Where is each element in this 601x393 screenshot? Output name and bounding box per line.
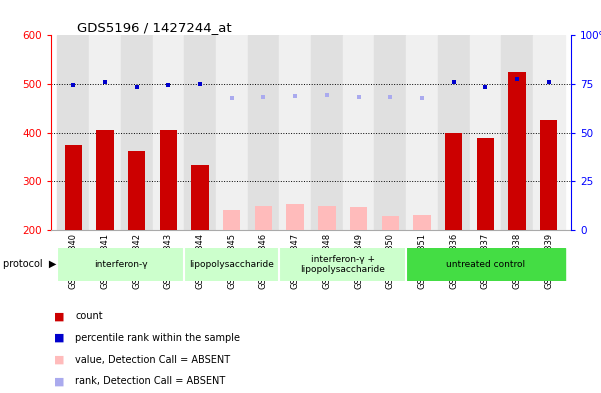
Text: ■: ■	[54, 376, 64, 386]
Text: protocol  ▶: protocol ▶	[3, 259, 56, 269]
Text: ■: ■	[54, 354, 64, 365]
Bar	[216, 35, 248, 230]
Bar	[96, 130, 114, 230]
Bar	[508, 72, 526, 230]
Bar	[255, 206, 272, 230]
Bar	[279, 248, 406, 281]
Bar	[287, 204, 304, 230]
Bar	[501, 35, 533, 230]
Text: percentile rank within the sample: percentile rank within the sample	[75, 333, 240, 343]
Bar	[533, 35, 564, 230]
Text: interferon-γ: interferon-γ	[94, 260, 148, 269]
Text: interferon-γ +
lipopolysaccharide: interferon-γ + lipopolysaccharide	[300, 255, 385, 274]
Text: ■: ■	[54, 333, 64, 343]
Bar	[279, 35, 311, 230]
Bar	[160, 130, 177, 230]
Bar	[343, 35, 374, 230]
Text: rank, Detection Call = ABSENT: rank, Detection Call = ABSENT	[75, 376, 225, 386]
Bar	[248, 35, 279, 230]
Text: untreated control: untreated control	[446, 260, 525, 269]
Bar	[406, 248, 564, 281]
Bar	[445, 132, 462, 230]
Bar	[438, 35, 469, 230]
Bar	[153, 35, 185, 230]
Bar	[89, 35, 121, 230]
Bar	[477, 138, 494, 230]
Bar	[128, 151, 145, 230]
Bar	[469, 35, 501, 230]
Text: lipopolysaccharide: lipopolysaccharide	[189, 260, 274, 269]
Bar	[374, 35, 406, 230]
Bar	[64, 145, 82, 230]
Bar	[121, 35, 153, 230]
Bar	[318, 206, 335, 230]
Bar	[58, 35, 89, 230]
Bar	[58, 248, 185, 281]
Text: count: count	[75, 311, 103, 321]
Bar	[223, 210, 240, 230]
Bar	[413, 215, 431, 230]
Bar	[382, 216, 399, 230]
Bar	[350, 207, 367, 230]
Bar	[185, 248, 279, 281]
Text: GDS5196 / 1427244_at: GDS5196 / 1427244_at	[77, 21, 232, 34]
Text: ■: ■	[54, 311, 64, 321]
Bar	[540, 121, 558, 230]
Text: value, Detection Call = ABSENT: value, Detection Call = ABSENT	[75, 354, 230, 365]
Bar	[311, 35, 343, 230]
Bar	[185, 35, 216, 230]
Bar	[191, 165, 209, 230]
Bar	[406, 35, 438, 230]
